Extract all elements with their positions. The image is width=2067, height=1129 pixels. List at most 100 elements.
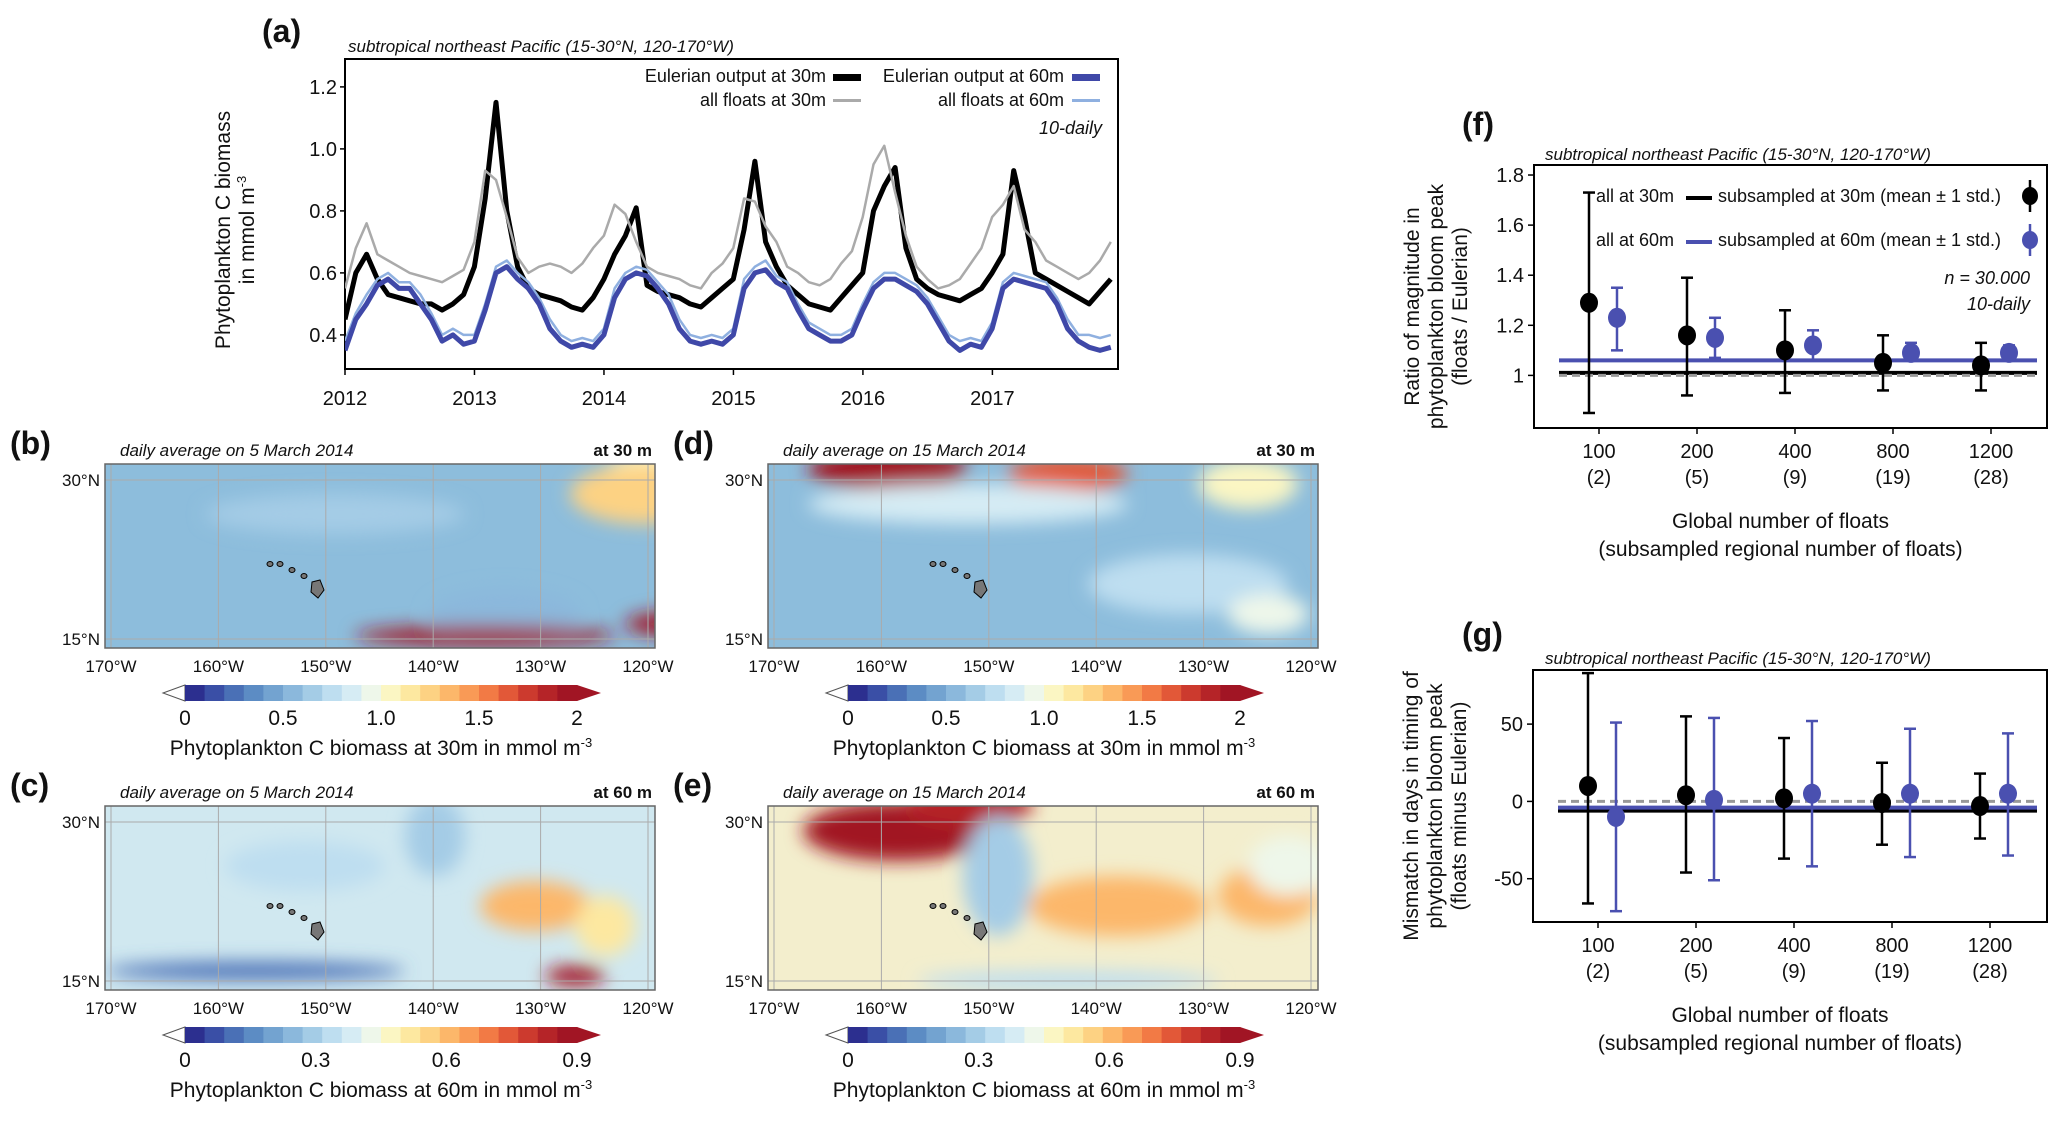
hawaii-island (939, 561, 947, 567)
y-tick-label: 0 (1512, 791, 1523, 813)
colorbar-label-exponent: -3 (581, 1077, 593, 1092)
map-depth-label: at 30 m (1256, 441, 1315, 460)
panel-label-d: (d) (673, 425, 714, 461)
mean-marker (1677, 785, 1695, 806)
colorbar-segment (867, 685, 888, 701)
map-subtitle: daily average on 5 March 2014 (120, 783, 353, 802)
lat-label: 15°N (725, 972, 763, 991)
panel-a-ylabel-2: in mmol m-3 (234, 176, 259, 284)
map-contour-region (225, 841, 385, 891)
panel-a-frame (344, 58, 1119, 370)
x-tick-label: 2013 (452, 388, 497, 410)
panel-a: (a) subtropical northeast Pacific (15-30… (212, 13, 1119, 410)
lat-label: 30°N (725, 471, 763, 490)
map-contour-region (808, 464, 968, 489)
legend-swatch-all-60m (1686, 240, 1712, 244)
hawaii-island (300, 915, 308, 921)
colorbar-segment (204, 1027, 225, 1043)
colorbar-segment (1220, 1027, 1241, 1043)
colorbar-segment (1044, 685, 1065, 701)
map-frame (767, 805, 1319, 991)
colorbar-label-text: Phytoplankton C biomass at 60m in mmol m (170, 1079, 581, 1102)
hawaii-island (266, 903, 274, 909)
colorbar-segment (1181, 1027, 1202, 1043)
colorbar: 0 0.5 1.0 1.5 2 Phytoplankton C biomass at 30… (824, 684, 1264, 760)
x-tick-label: 100 (1581, 935, 1614, 957)
map-contour-region (1248, 836, 1318, 896)
map-panel-c: (c) daily average on 5 March 2014 at 60 m 3… (10, 767, 674, 1102)
legend-swatch-all-30m (1686, 196, 1712, 200)
lon-label: 150°W (963, 999, 1014, 1018)
colorbar-segment (1083, 1027, 1104, 1043)
colorbar-min-arrow (161, 684, 186, 702)
colorbar-segment (1063, 685, 1084, 701)
lon-label: 120°W (1285, 999, 1336, 1018)
x-tick-sublabel: (5) (1685, 467, 1709, 489)
legend-all-30m: all at 30m (1596, 186, 1674, 206)
y-tick-label: 50 (1501, 714, 1523, 736)
mean-marker (1608, 307, 1626, 328)
colorbar-segment (302, 685, 323, 701)
map-depth-label: at 30 m (593, 441, 652, 460)
y-tick-label: 0.8 (309, 201, 337, 223)
panel-f-title: subtropical northeast Pacific (15-30°N, … (1545, 145, 1931, 164)
colorbar-segment (946, 1027, 967, 1043)
colorbar: 0 0.3 0.6 0.9 Phytoplankton C biomass at 60m… (824, 1026, 1264, 1102)
colorbar-segment (400, 685, 421, 701)
x-tick-label: 100 (1582, 441, 1615, 463)
y-axis-label: Mismatch in days in timing of (1400, 671, 1423, 941)
x-tick-label: 2016 (841, 388, 886, 410)
y-axis-label: (floats / Eulerian) (1449, 227, 1472, 386)
colorbar-segment (439, 685, 460, 701)
x-tick-label: 400 (1778, 441, 1811, 463)
x-axis-label: Global number of floats (1671, 1004, 1888, 1027)
colorbar-segment (459, 685, 480, 701)
x-tick-label: 2014 (582, 388, 627, 410)
map-contour-region (105, 962, 405, 980)
map-depth-label: at 60 m (593, 783, 652, 802)
lon-label: 130°W (515, 999, 566, 1018)
colorbar-label-exponent: -3 (1244, 735, 1256, 750)
colorbar-segment (848, 685, 869, 701)
colorbar-segment (965, 1027, 986, 1043)
hawaii-island (939, 903, 947, 909)
hawaii-island (288, 909, 296, 915)
plot-frame (1532, 669, 2048, 923)
colorbar-segment (1024, 1027, 1045, 1043)
colorbar-segment (498, 1027, 519, 1043)
map-contour-region (1028, 876, 1208, 936)
lon-label: 130°W (1178, 657, 1229, 676)
colorbar-segment (283, 1027, 304, 1043)
map-frame (104, 805, 656, 991)
lon-label: 160°W (193, 657, 244, 676)
panel-label-c: (c) (10, 767, 49, 803)
colorbar-segment (479, 685, 500, 701)
colorbar-tick-label: 0.9 (562, 1049, 591, 1072)
lon-label: 130°W (515, 657, 566, 676)
x-tick-label: 400 (1777, 935, 1810, 957)
x-tick-sublabel: (2) (1586, 961, 1610, 983)
colorbar-segment (1161, 685, 1182, 701)
lon-label: 170°W (748, 657, 799, 676)
colorbar-segment (263, 685, 284, 701)
lat-label: 15°N (62, 630, 100, 649)
panel-label-b: (b) (10, 425, 51, 461)
hawaii-big-island (973, 921, 988, 941)
colorbar-segment (283, 685, 304, 701)
colorbar-tick-label: 1.5 (464, 707, 493, 730)
mean-marker (1902, 342, 1920, 363)
colorbar-tick-label: 0.3 (301, 1049, 330, 1072)
colorbar-tick-label: 0 (842, 1049, 854, 1072)
mean-marker (1999, 783, 2017, 804)
colorbar-segment (185, 1027, 206, 1043)
mean-marker (1803, 783, 1821, 804)
legend-subsampled-30m: subsampled at 30m (mean ± 1 std.) (1718, 186, 2001, 206)
lon-label: 140°W (1071, 999, 1122, 1018)
hawaii-island (929, 561, 937, 567)
mean-marker (1579, 775, 1597, 796)
colorbar-segment (887, 685, 908, 701)
legend-all-60m: all at 60m (1596, 230, 1674, 250)
hawaii-island (951, 909, 959, 915)
colorbar-tick-label: 0.5 (931, 707, 960, 730)
colorbar-tick-label: 0 (179, 1049, 191, 1072)
